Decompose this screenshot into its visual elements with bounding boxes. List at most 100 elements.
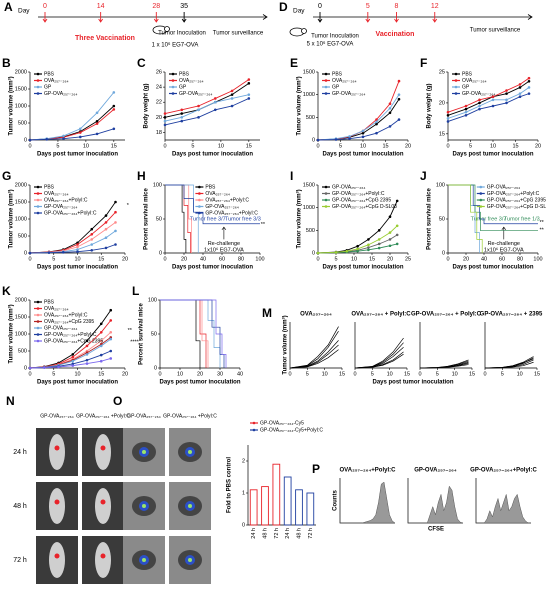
x-tick-label: 5 [306,371,309,377]
annotation: Tumor free 3/7 [471,216,507,222]
x-tick-label: 15 [246,143,252,149]
chart-title: GP-OVA₂₅₇₋₂₆₄ + 2395 [480,312,543,318]
x-tick-label: 100 [533,256,542,262]
annotation: ** [128,328,133,334]
x-tick-label: 25 [405,256,411,262]
x-tick-label: 0 [483,371,486,377]
histogram-area [476,493,531,524]
panel-label: H [137,169,146,183]
image-column-label: GP-OVA₂₅₇₋₂₆₄ +PolyI:C [76,413,130,419]
signal-core [188,504,192,508]
series-line [29,230,116,254]
x-tick-label: 5 [469,143,472,149]
legend-label: OVA₂₅₇₋₂₆₄ [44,191,69,197]
y-tick-label: 0 [242,522,245,528]
panel-label: B [2,56,11,70]
x-tick-label: 5 [52,371,55,377]
legend-label: PBS [179,71,190,77]
day-arrow [42,12,48,23]
y-tick-label: 1500 [303,69,315,75]
y-tick-label: 500 [18,233,27,239]
legend-label: GP-OVA₂₅₇₋₂₆₄ [332,184,365,190]
series-line [447,93,530,122]
legend-label: PBS [462,71,473,77]
x-axis-label: Days post tumor inoculation [322,152,403,158]
y-axis-label: Tumor volume (mm³) [8,76,15,135]
x-tick-label: 30 [217,371,223,377]
series-line [29,128,114,141]
legend-marker [36,326,40,330]
x-tick-label: 10 [387,371,393,377]
point [247,93,251,96]
series-line [317,94,400,141]
x-axis-label: Days post tumor inoculation [159,380,240,386]
x-tick-label: 0 [28,143,31,149]
y-tick-label: 2 [242,458,245,464]
series-line [317,98,400,141]
annotation: * [127,203,130,209]
day-number: 12 [431,3,439,10]
x-tick-label: 5 [501,371,504,377]
panel-label: M [262,306,272,320]
x-tick-label: 48 h [262,528,268,539]
chart-title: GP-OVA₂₅₇₋₂₆₄+PolyI:C [470,468,537,474]
signal-spot [54,499,60,505]
x-axis-label: Days post tumor inoculation [372,380,453,386]
image-row-label: 24 h [13,449,27,456]
legend-label: OVA₂₅₇₋₂₆₄ [462,78,487,84]
series-line [317,119,400,141]
series-line [484,361,534,369]
legend-marker [171,72,175,76]
legend-label: OVA₂₅₇₋₂₆₄+PolyI:C [205,197,249,203]
day-arrow [153,12,159,23]
image-column-label: GP-OVA₂₅₇₋₂₆₄ +PolyI:C [163,413,217,419]
legend-label: GP [332,84,340,90]
legend-marker [36,192,40,195]
x-tick-label: 0 [316,143,319,149]
axis [419,322,472,369]
y-tick-label: 1500 [15,199,27,205]
x-tick-label: 5 [371,371,374,377]
y-tick-label: 100 [436,182,445,188]
x-tick-label: 24 h [251,528,257,539]
chart-title: OVA₂₅₇₋₂₆₄ + PolyI:C [351,312,411,318]
x-tick-label: 5 [334,256,337,262]
legend-marker [324,205,328,208]
legend-marker [36,211,40,215]
day-label: Day [293,8,305,15]
y-tick-label: 0 [24,137,27,143]
legend-marker [324,198,328,202]
legend-marker [324,185,328,189]
day-number: 28 [152,3,160,10]
legend-label: GP-OVA₂₅₇₋₂₆₄-Cy5 [260,420,304,426]
y-tick-label: 1000 [15,216,27,222]
series-line [164,98,250,126]
panel-label: E [290,56,298,70]
x-axis-label: Days post tumor inoculation [452,152,533,158]
chart-title: GP-OVA₂₅₇₋₂₆₄ + PolyI:C [411,312,482,318]
legend-marker [36,198,40,202]
annotation: Tumor free 3/7 [190,216,226,222]
legend-marker [324,72,328,76]
x-tick-label: 15 [111,143,117,149]
chart-title: OVA₂₅₇₋₂₆₄+PolyI:C [340,468,397,474]
x-tick-label: 60 [499,256,505,262]
mouse-body [49,542,65,578]
image-row-label: 48 h [13,503,27,510]
y-tick-label: 24 [156,85,162,91]
mouse-head [301,28,307,34]
legend-label: GP [179,84,187,90]
legend-label: GP-OVA₂₅₇₋₂₆₄ [332,91,365,97]
legend-marker [198,198,201,202]
legend-marker [36,333,40,336]
legend-marker [171,92,175,95]
x-tick-label: 40 [481,256,487,262]
legend-marker [36,339,40,343]
series-line [289,349,339,369]
series-line [165,184,191,253]
image-column-label: GP-OVA₂₅₇₋₂₆₄ [40,413,73,419]
series-line [447,77,530,113]
mouse-body [95,434,111,470]
y-tick-label: 50 [156,216,162,222]
